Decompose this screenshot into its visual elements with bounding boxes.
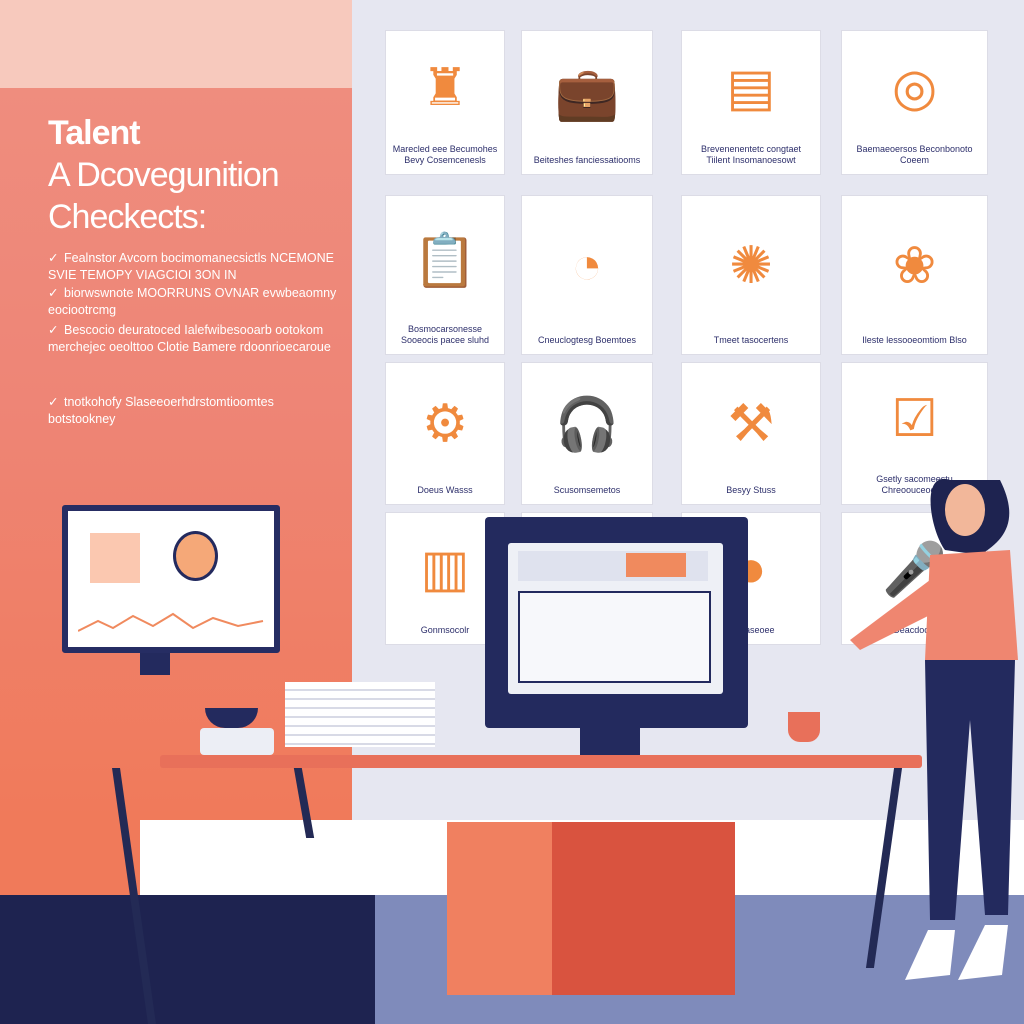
checklist-item: ✓ tnotkohofy Slaseeoerhdrstomtioomtes bot…: [48, 395, 274, 426]
monitor-screen: [508, 543, 723, 694]
card-caption: Brevenenentetc congtaet Tiilent Insomano…: [700, 144, 802, 165]
card-caption: Deacdocio: [893, 625, 936, 635]
monitor-stand: [580, 728, 640, 755]
chess-icon: ♜: [421, 58, 469, 117]
card-caption: Bosmocarsonesse Sooeocis pacee sluhd: [400, 324, 490, 345]
checklist-card: ❀ Ileste lessooeomtiom Blso: [841, 195, 988, 355]
card-caption: Scusomsemetos: [553, 485, 621, 495]
screen-block: [90, 533, 140, 583]
mug: [788, 712, 820, 742]
card-caption: Gonmsocolr: [420, 625, 470, 635]
checklist-card: 📋 Bosmocarsonesse Sooeocis pacee sluhd: [385, 195, 505, 355]
paper-stack: [285, 682, 435, 747]
cabinet: [552, 822, 735, 995]
page-title: Talent A Dcovegunition Checkects:: [48, 114, 280, 236]
checklist-card: ⚙ Doeus Wasss: [385, 362, 505, 505]
bowl: [205, 708, 258, 728]
card-caption: Beiteshes fanciessatiooms: [533, 155, 641, 165]
checklist-card: ⚒ Besyy Stuss: [681, 362, 821, 505]
floor-shadow: [0, 895, 375, 1024]
checklist-card: ♜ Marecled eee Becumohes Bevy Cosemcenesl…: [385, 30, 505, 175]
check-icon: ✓: [48, 395, 59, 409]
chart-icon: ▥: [420, 540, 470, 598]
checklist-card: ◎ Baemaeoersos Beconbonoto Coeem: [841, 30, 988, 175]
card-caption: Baemaeoersos Beconbonoto Coeem: [856, 144, 973, 165]
toolbox-icon: ⚒: [727, 395, 775, 453]
card-caption: Ioueaseoee: [727, 625, 775, 635]
cabinet: [447, 822, 552, 995]
tray: [200, 728, 274, 755]
screen-chart: [626, 553, 686, 577]
check-icon: ✓: [48, 251, 59, 265]
checklist-icon: ☑: [891, 389, 938, 448]
checklist-item: ✓ Bescocio deuratoced Ialefwibesooarb oot…: [48, 323, 331, 354]
checklist-card: ◔ Cneuclogtesg Boemtoes: [521, 195, 653, 355]
person-illustration: [850, 478, 1018, 980]
checklist-card: ✺ Tmeet tasocertens: [681, 195, 821, 355]
document-icon: ▤: [726, 58, 776, 117]
check-icon: ✓: [48, 323, 59, 337]
target-icon: ◎: [891, 58, 938, 117]
card-caption: Besyy Stuss: [726, 485, 776, 495]
checklist-card: 💼 Beiteshes fanciessatiooms: [521, 30, 653, 175]
checklist-card: ▤ Brevenenentetc congtaet Tiilent Insoman…: [681, 30, 821, 175]
checklist-item: ✓ Fealnstor Avcorn bocimomanecsictls NCEM…: [48, 251, 334, 282]
gears-icon: ⚙: [421, 395, 469, 453]
clock-icon: ◔: [571, 236, 603, 295]
monitor-stand: [140, 653, 170, 675]
card-caption: Cneuclogtesg Boemtoes: [537, 335, 637, 345]
check-icon: ✓: [48, 286, 59, 300]
left-monitor: [62, 505, 280, 653]
checklist-card: 🎧 Scusomsemetos: [521, 362, 653, 505]
card-caption: Doeus Wasss: [417, 485, 473, 495]
card-caption: Gsetly sacomeestu Chreoouceoeloe: [876, 474, 953, 495]
card-caption: Tmeet tasocertens: [713, 335, 789, 345]
card-caption: Marecled eee Becumohes Bevy Cosemcenesls: [392, 144, 498, 165]
headset-icon: 🎧: [554, 395, 620, 454]
line-chart-icon: [78, 612, 264, 632]
screen-window: [518, 591, 711, 683]
brain-icon: ✺: [729, 236, 773, 295]
desk: [160, 755, 922, 768]
card-caption: Ileste lessooeomtiom Blso: [862, 335, 967, 345]
screen-chart: [173, 531, 218, 581]
lotus-icon: ❀: [892, 236, 937, 295]
briefcase-icon: 💼: [554, 64, 620, 123]
clipboard-icon: 📋: [412, 231, 478, 290]
checklist-item: ✓ biorwswnote MOORRUNS OVNAR evwbeaomny e…: [48, 286, 337, 317]
